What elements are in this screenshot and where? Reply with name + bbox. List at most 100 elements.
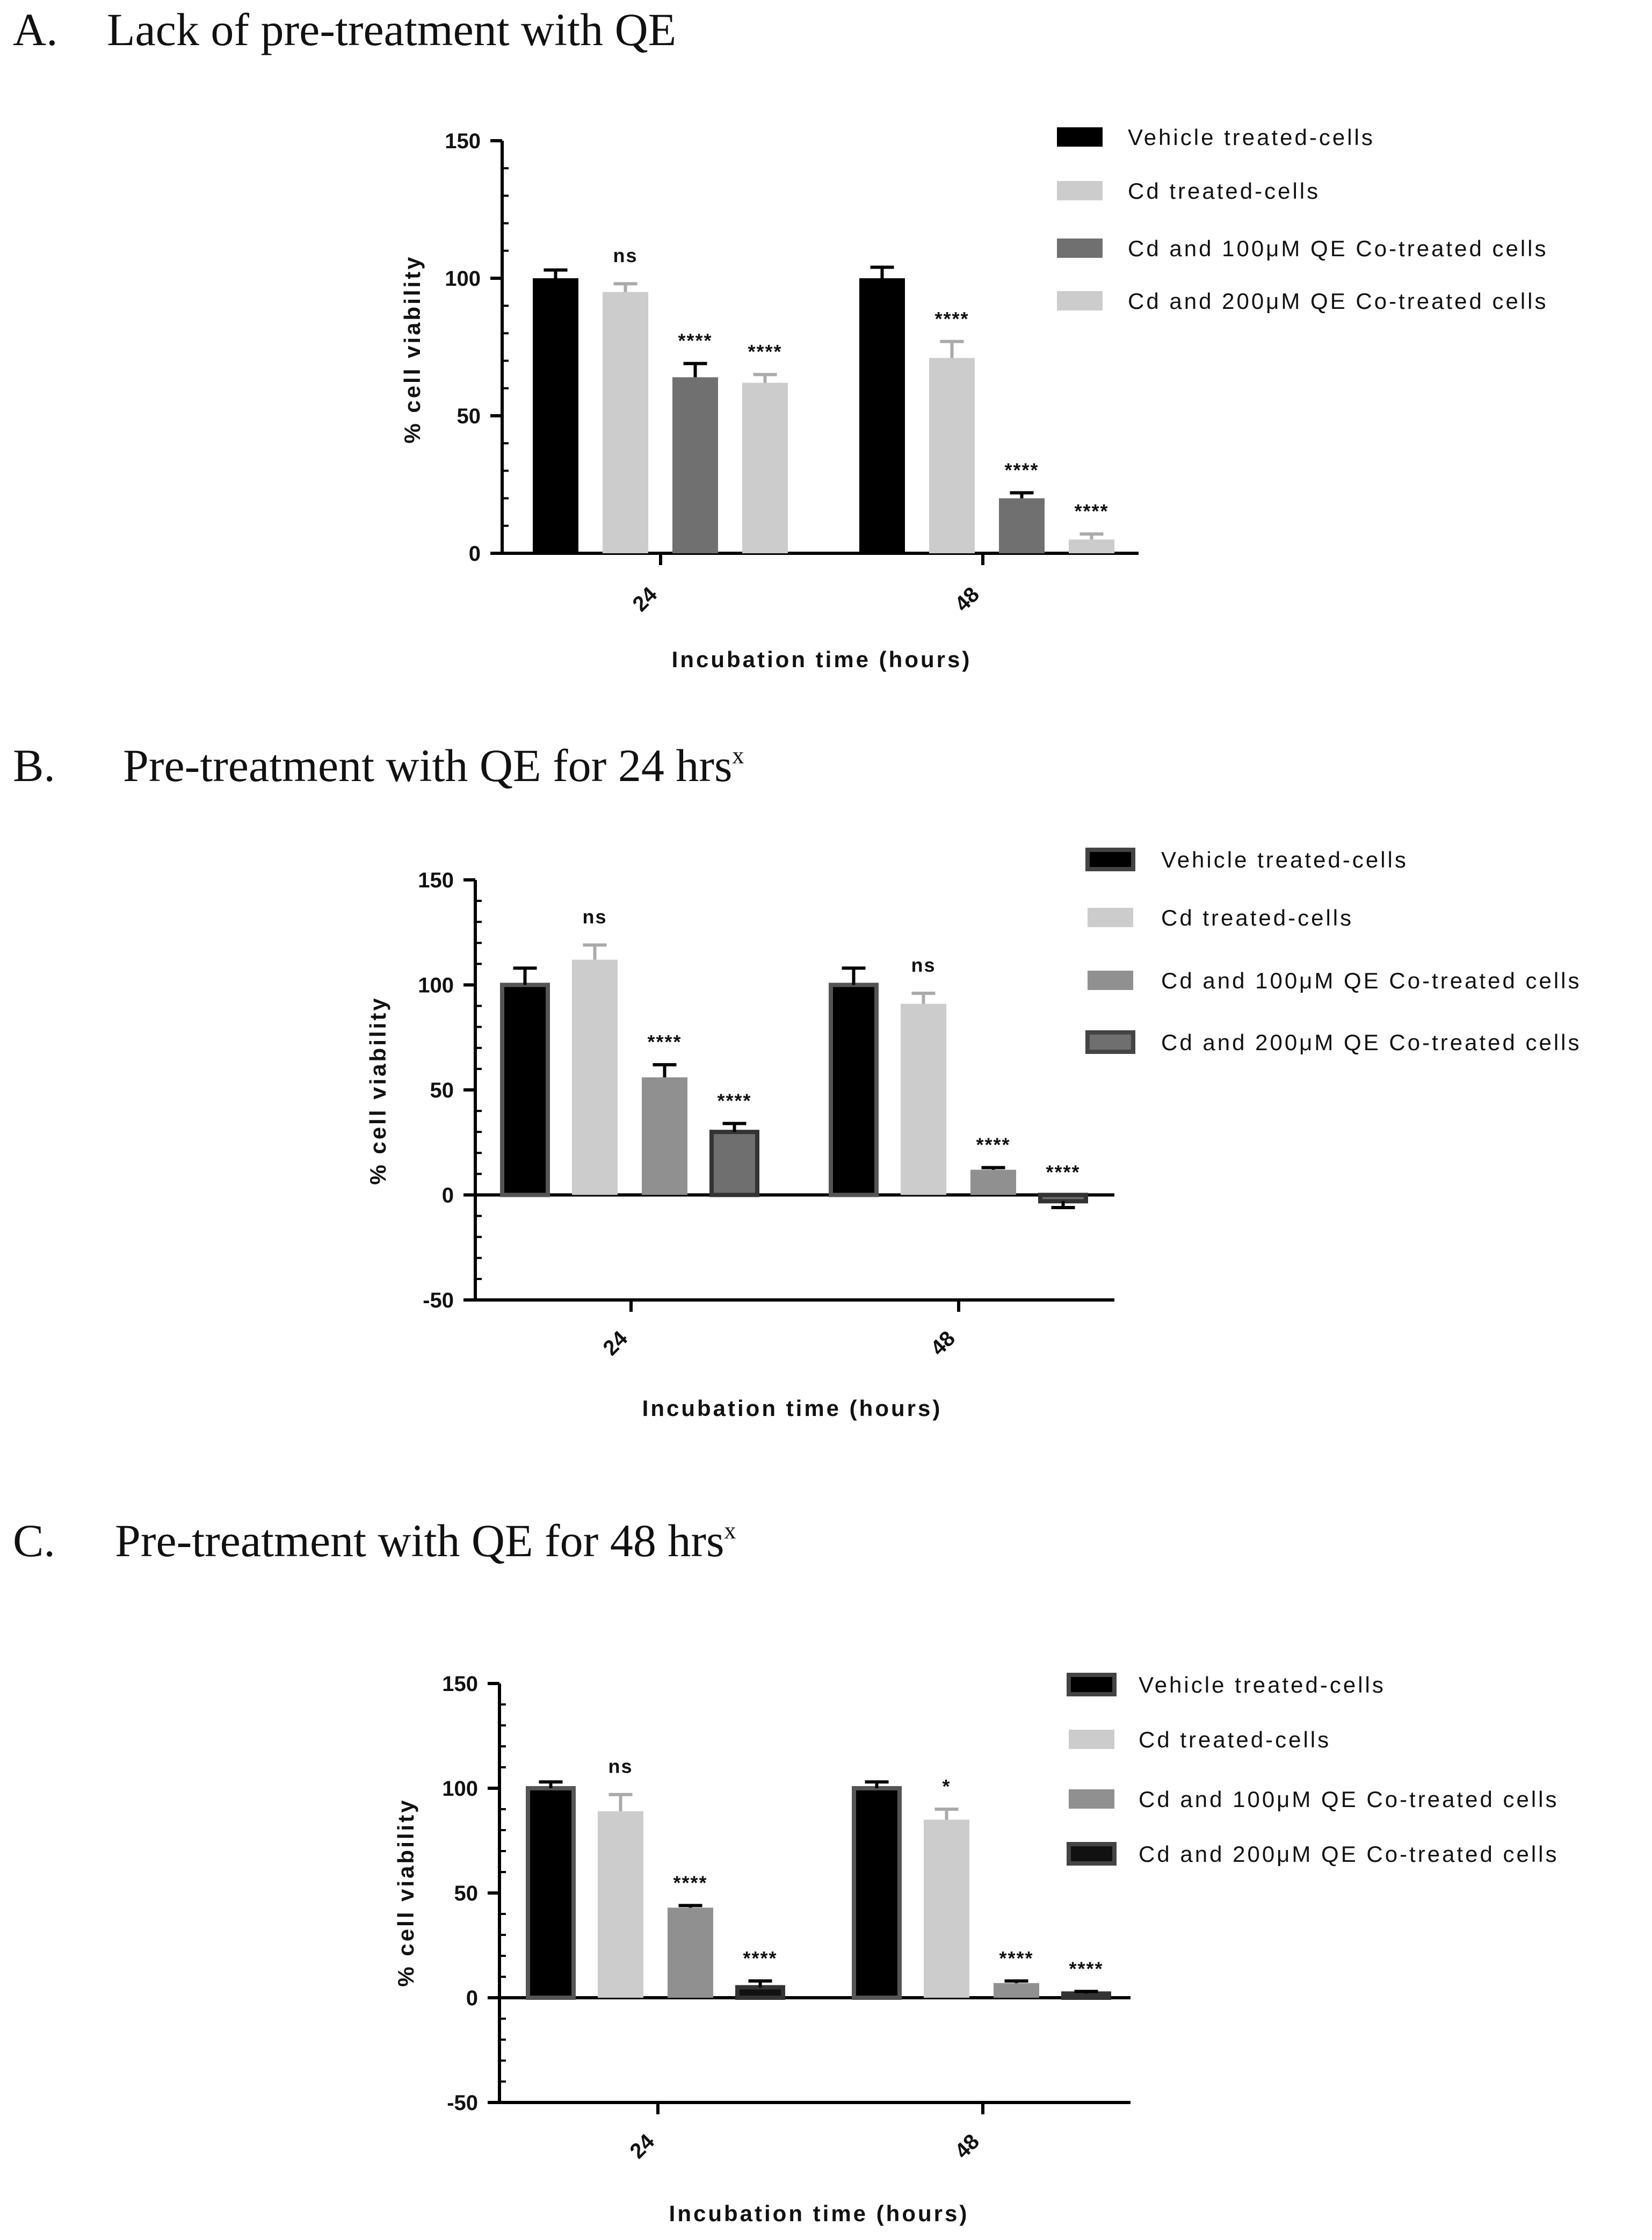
x-axis-label: Incubation time (hours) [672,647,972,672]
y-tick-label: -50 [447,2091,478,2115]
y-axis-label: % cell viability [393,1798,418,1986]
bar-1-48 [829,982,879,1197]
bar-4-48 [1061,1991,1111,2000]
panel-c-title-text: Pre-treatment with QE for 48 hrs [115,1515,724,1566]
y-tick-label: 0 [469,542,481,566]
legend-label-4: Cd and 200μM QE Co-treated cells [1128,288,1548,314]
y-tick-label: 100 [442,1777,478,1801]
bar-1-48 [859,278,905,553]
y-tick-label: -50 [423,1289,454,1312]
significance-label: **** [1046,1161,1080,1183]
bar-3-24 [672,377,718,553]
bar-2-48 [929,358,975,553]
bar-2-24 [572,959,618,1195]
x-tick-label: 48 [951,2130,984,2164]
legend-label-1: Vehicle treated-cells [1128,125,1375,150]
y-tick-label: 150 [442,1672,478,1696]
bar-1-24 [500,982,550,1197]
panel-a-title: A. Lack of pre-treatment with QE [13,3,676,56]
bar-3-24 [642,1077,687,1195]
legend-swatch-4 [1057,291,1103,310]
x-axis-label: Incubation time (hours) [669,2201,969,2226]
y-axis-label: % cell viability [365,996,390,1184]
y-axis-label: % cell viability [400,255,425,443]
x-axis-label: Incubation time (hours) [642,1396,943,1421]
panel-b-title-text: Pre-treatment with QE for 24 hrs [123,740,733,791]
bar-1-24 [533,278,578,553]
legend-swatch-4 [1085,1030,1135,1054]
legend-label-4: Cd and 200μM QE Co-treated cells [1161,1030,1582,1055]
bar-2-24 [603,292,648,553]
panel-c-title-sup: x [724,1518,736,1544]
significance-label: **** [717,1090,751,1112]
significance-label: ns [613,244,637,266]
significance-label: ns [911,954,936,976]
legend-swatch-4 [1067,1842,1117,1866]
y-tick-label: 0 [466,1986,478,2010]
legend-label-2: Cd treated-cells [1139,1727,1331,1752]
panel-c-letter: C. [13,1515,55,1566]
y-tick-label: 50 [457,404,481,428]
significance-label: **** [934,308,969,330]
significance-label: **** [1069,1957,1103,1979]
legend-swatch-2 [1057,181,1103,200]
legend-swatch-3 [1069,1789,1114,1809]
bar-4-48 [1069,539,1114,553]
significance-label: ns [582,906,607,928]
legend-label-1: Vehicle treated-cells [1161,847,1408,872]
significance-label: **** [1074,500,1108,522]
significance-label: **** [673,1872,707,1894]
legend-swatch-1 [1067,1673,1117,1696]
bar-1-24 [526,1786,576,2000]
significance-label: **** [748,341,782,363]
y-tick-label: 100 [445,267,481,291]
bar-2-48 [901,1003,946,1195]
bar-3-24 [668,1907,713,1998]
panel-a-letter: A. [13,4,58,55]
legend-swatch-2 [1088,908,1133,927]
y-tick-label: 50 [454,1882,479,1905]
legend-label-3: Cd and 100μM QE Co-treated cells [1161,968,1582,993]
significance-label: * [942,1775,951,1797]
bar-4-24 [742,382,788,553]
panel-b-title: B. Pre-treatment with QE for 24 hrsx [13,739,744,792]
panel-c-title: C. Pre-treatment with QE for 48 hrsx [13,1514,736,1567]
legend-label-2: Cd treated-cells [1128,178,1320,204]
y-tick-label: 0 [442,1184,454,1208]
legend-swatch-2 [1069,1730,1114,1749]
significance-label: **** [743,1947,777,1969]
legend-label-1: Vehicle treated-cells [1139,1672,1386,1697]
legend-label-4: Cd and 200μM QE Co-treated cells [1139,1841,1559,1867]
legend-swatch-1 [1085,848,1135,871]
legend-label-3: Cd and 100μM QE Co-treated cells [1128,236,1548,261]
bar-2-24 [598,1811,643,1998]
y-tick-label: 100 [418,974,454,998]
bar-3-48 [999,498,1045,553]
panel-b-title-sup: x [732,742,744,769]
significance-label: **** [1004,459,1039,481]
panel-a-title-text: Lack of pre-treatment with QE [107,4,677,55]
bar-4-24 [735,1985,785,2000]
bar-3-48 [970,1169,1016,1195]
legend-label-3: Cd and 100μM QE Co-treated cells [1139,1787,1559,1812]
significance-label: **** [976,1134,1010,1156]
bar-1-48 [852,1786,902,2000]
significance-label: ns [608,1755,633,1777]
significance-label: **** [647,1031,682,1053]
y-tick-label: 50 [430,1079,454,1102]
legend-swatch-3 [1057,239,1103,258]
bar-2-48 [924,1819,969,1998]
panel-b-letter: B. [13,740,55,791]
bar-3-48 [994,1983,1039,1998]
legend-swatch-3 [1088,971,1133,990]
x-tick-label: 24 [626,2129,660,2163]
significance-label: **** [678,330,712,352]
y-tick-label: 150 [418,869,454,892]
legend-label-2: Cd treated-cells [1161,905,1353,930]
legend-swatch-1 [1057,127,1103,147]
significance-label: **** [999,1947,1033,1969]
y-tick-label: 150 [445,129,481,153]
